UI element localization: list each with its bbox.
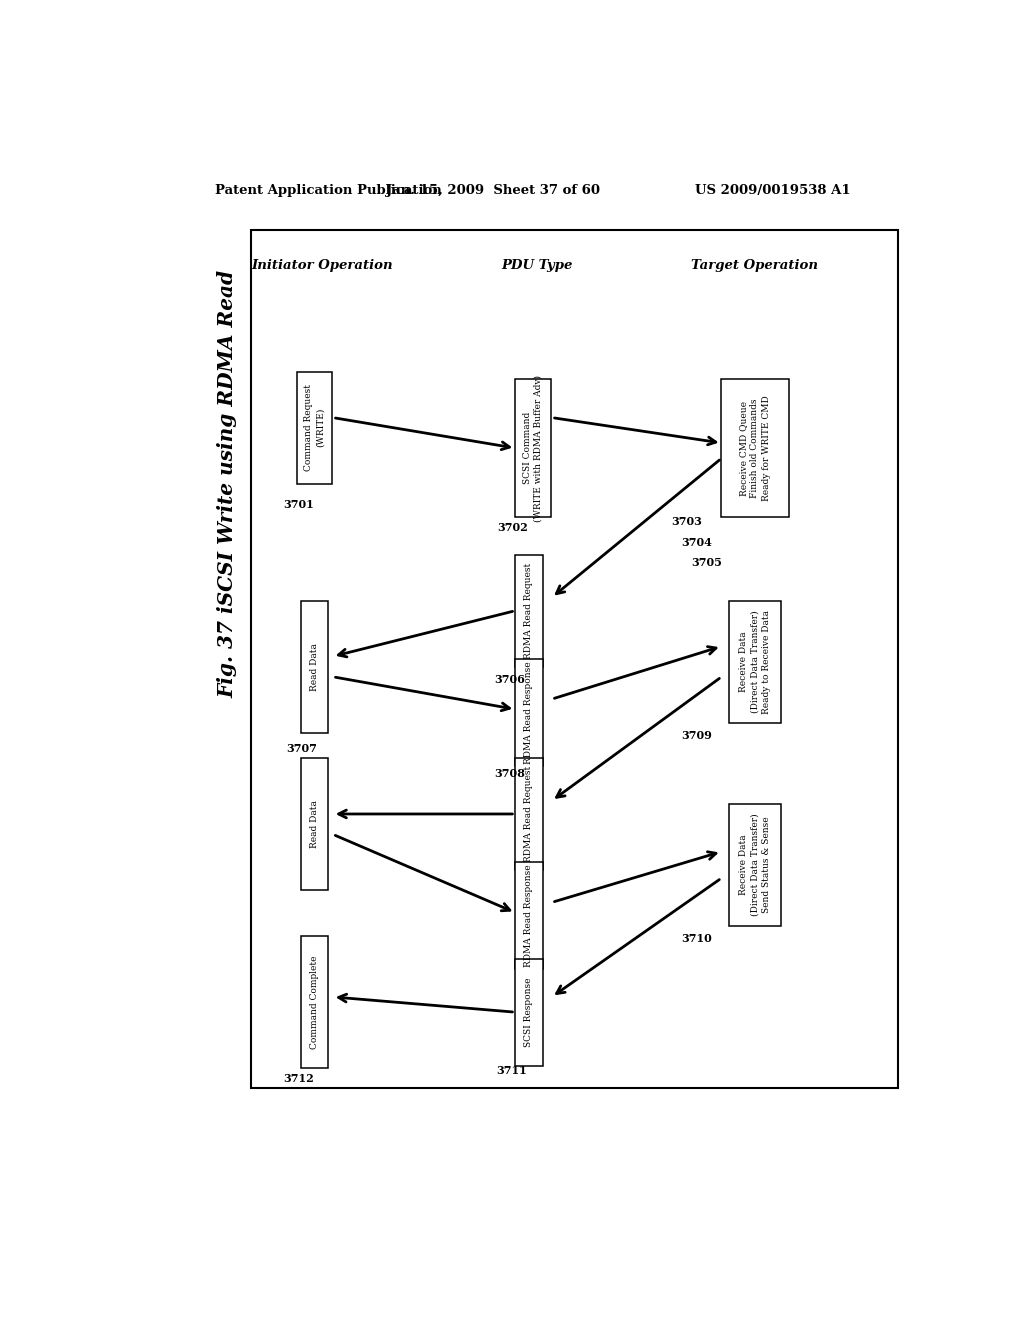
FancyBboxPatch shape <box>515 958 543 1065</box>
Text: RDMA Read Request: RDMA Read Request <box>524 766 534 862</box>
Text: 3712: 3712 <box>283 1073 313 1084</box>
FancyBboxPatch shape <box>729 804 780 925</box>
Text: 3709: 3709 <box>681 730 712 741</box>
Text: Receive CMD Queue
Finish old Commands
Ready for WRITE CMD: Receive CMD Queue Finish old Commands Re… <box>739 395 770 502</box>
Text: 3711: 3711 <box>497 1065 527 1076</box>
FancyBboxPatch shape <box>301 936 329 1068</box>
Text: SCSI Response: SCSI Response <box>524 977 534 1047</box>
FancyBboxPatch shape <box>251 230 898 1089</box>
Text: Fig. 37 iSCSI Write using RDMA Read: Fig. 37 iSCSI Write using RDMA Read <box>217 269 238 698</box>
Text: Command Request
(WRITE): Command Request (WRITE) <box>304 384 325 471</box>
Text: Receive Data
(Direct Data Transfer)
Ready to Receive Data: Receive Data (Direct Data Transfer) Read… <box>739 610 770 714</box>
FancyBboxPatch shape <box>515 862 543 969</box>
FancyBboxPatch shape <box>515 659 543 766</box>
Text: 3703: 3703 <box>672 516 702 527</box>
FancyBboxPatch shape <box>301 758 329 890</box>
Text: 3710: 3710 <box>681 933 712 944</box>
Text: Read Data: Read Data <box>310 800 319 847</box>
Text: Patent Application Publication: Patent Application Publication <box>215 185 442 198</box>
Text: 3708: 3708 <box>495 768 525 779</box>
FancyBboxPatch shape <box>721 379 788 516</box>
Text: Target Operation: Target Operation <box>691 259 818 272</box>
Text: RDMA Read Response: RDMA Read Response <box>524 865 534 968</box>
Text: RDMA Read Request: RDMA Read Request <box>524 562 534 659</box>
FancyBboxPatch shape <box>729 601 780 722</box>
Text: 3701: 3701 <box>283 499 313 510</box>
FancyBboxPatch shape <box>515 758 543 870</box>
Text: Command Complete: Command Complete <box>310 956 319 1049</box>
Text: Initiator Operation: Initiator Operation <box>252 259 393 272</box>
Text: 3702: 3702 <box>497 523 527 533</box>
FancyBboxPatch shape <box>515 554 543 667</box>
Text: PDU Type: PDU Type <box>501 259 572 272</box>
FancyBboxPatch shape <box>301 601 329 733</box>
Text: 3705: 3705 <box>691 557 722 568</box>
Text: 3706: 3706 <box>495 673 525 685</box>
Text: 3707: 3707 <box>287 743 317 754</box>
Text: US 2009/0019538 A1: US 2009/0019538 A1 <box>694 185 850 198</box>
Text: Receive Data
(Direct Data Transfer)
Send Status & Sense: Receive Data (Direct Data Transfer) Send… <box>739 813 770 916</box>
FancyBboxPatch shape <box>297 372 333 483</box>
Text: SCSI Command
(WRITE with RDMA Buffer Adv): SCSI Command (WRITE with RDMA Buffer Adv… <box>522 375 543 521</box>
Text: RDMA Read Response: RDMA Read Response <box>524 661 534 764</box>
Text: Read Data: Read Data <box>310 643 319 690</box>
Text: Jan. 15, 2009  Sheet 37 of 60: Jan. 15, 2009 Sheet 37 of 60 <box>386 185 600 198</box>
FancyBboxPatch shape <box>515 379 551 516</box>
Text: 3704: 3704 <box>681 536 712 548</box>
